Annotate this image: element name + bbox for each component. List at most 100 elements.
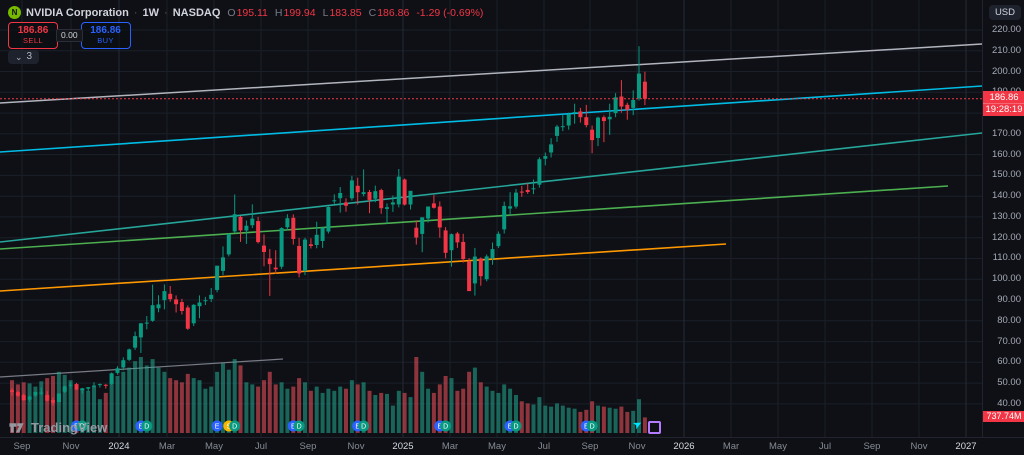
event-marker-D[interactable]: D: [358, 420, 370, 432]
time-tick: Jul: [818, 441, 832, 452]
svg-text:E: E: [215, 424, 220, 431]
price-tick: 70.00: [997, 336, 1021, 347]
tradingview-logo-text: TradingView: [31, 420, 108, 435]
volume-bars: [10, 357, 647, 433]
trade-panel: 186.86 SELL 0.00 186.86 BUY: [8, 22, 131, 49]
price-tick: 170.00: [991, 128, 1021, 139]
exchange-label: NASDAQ: [172, 6, 221, 19]
buy-button[interactable]: 186.86 BUY: [80, 22, 131, 49]
time-tick: Jul: [254, 441, 268, 452]
svg-text:S: S: [226, 424, 231, 431]
symbol-title[interactable]: NVIDIA Corporation: [26, 6, 129, 19]
svg-text:E: E: [74, 424, 79, 431]
price-tick: 210.00: [991, 45, 1021, 56]
volume-value-label: 737.74M: [983, 411, 1024, 422]
time-tick: Nov: [62, 441, 80, 452]
svg-text:E: E: [508, 424, 513, 431]
tradingview-logo[interactable]: TradingView: [8, 419, 107, 436]
price-tick: 150.00: [991, 169, 1021, 180]
open-value: O 195.11: [227, 6, 268, 19]
time-tick: Mar: [722, 441, 740, 452]
time-tick: Jul: [537, 441, 551, 452]
event-marker-D[interactable]: D: [229, 420, 241, 432]
close-value: C 186.86: [368, 6, 410, 19]
price-axis[interactable]: USD 186.86 19:28:19 737.74M 220.00 210.00…: [982, 0, 1024, 437]
svg-text:D: D: [297, 424, 302, 431]
trendline-green[interactable]: [0, 185, 949, 250]
svg-text:D: D: [513, 424, 518, 431]
separator: ·: [133, 6, 138, 19]
time-tick: Mar: [158, 441, 176, 452]
current-price-value: 186.86: [989, 92, 1019, 103]
trendline-orange[interactable]: [0, 243, 727, 292]
event-marker-D[interactable]: D: [586, 420, 598, 432]
time-tick: May: [488, 441, 506, 452]
time-tick: May: [205, 441, 223, 452]
event-marker-D[interactable]: D: [440, 420, 452, 432]
time-tick-year: 2024: [108, 441, 130, 452]
tradingview-logo-icon: [9, 423, 24, 433]
svg-text:D: D: [443, 424, 448, 431]
bar-countdown: 19:28:19: [983, 103, 1024, 115]
event-marker-D[interactable]: D: [76, 420, 88, 432]
time-tick: Nov: [910, 441, 928, 452]
time-tick: Nov: [347, 441, 365, 452]
svg-text:D: D: [232, 424, 237, 431]
price-tick: 120.00: [991, 232, 1021, 243]
trendline-cyan[interactable]: [0, 85, 982, 153]
price-tick: 90.00: [997, 294, 1021, 305]
trendline-teal[interactable]: [0, 132, 982, 243]
objects-count-badge[interactable]: ⌄ 3: [8, 50, 40, 64]
price-tick: 100.00: [991, 273, 1021, 284]
svg-text:E: E: [437, 424, 442, 431]
spread-value: 0.00: [56, 29, 83, 42]
svg-text:D: D: [590, 424, 595, 431]
price-tick: 200.00: [991, 66, 1021, 77]
event-marker-D[interactable]: D: [510, 420, 522, 432]
candles: [10, 46, 647, 406]
low-value: L 183.85: [322, 6, 362, 19]
svg-text:E: E: [291, 424, 296, 431]
objects-count: 3: [26, 51, 33, 62]
change-label: -1.29 (-0.69%): [416, 6, 484, 19]
price-tick: 220.00: [991, 24, 1021, 35]
time-tick-year: 2025: [392, 441, 414, 452]
event-marker-D[interactable]: D: [293, 420, 305, 432]
time-tick-year: 2027: [955, 441, 977, 452]
nvidia-logo-icon: N: [8, 6, 21, 19]
price-tick: 50.00: [997, 377, 1021, 388]
current-price-label: 186.86 19:28:19: [983, 91, 1024, 116]
time-tick: Nov: [628, 441, 646, 452]
price-tick: 60.00: [997, 356, 1021, 367]
svg-text:D: D: [80, 424, 85, 431]
svg-text:E: E: [139, 424, 144, 431]
time-tick: Mar: [441, 441, 459, 452]
svg-text:E: E: [355, 424, 360, 431]
currency-button[interactable]: USD: [988, 5, 1021, 20]
interval-label[interactable]: 1W: [142, 6, 160, 19]
time-tick: Sep: [581, 441, 599, 452]
chevron-down-icon: ⌄: [15, 51, 23, 62]
trendline-upper-gray[interactable]: [0, 43, 982, 104]
drawing-anchor-icon[interactable]: [648, 421, 661, 434]
sell-button[interactable]: 186.86 SELL: [8, 22, 58, 49]
time-tick: Sep: [299, 441, 317, 452]
svg-text:D: D: [144, 424, 149, 431]
svg-text:D: D: [361, 424, 366, 431]
price-tick: 80.00: [997, 315, 1021, 326]
time-tick: May: [769, 441, 787, 452]
high-value: H 199.94: [274, 6, 316, 19]
price-tick: 140.00: [991, 190, 1021, 201]
event-marker-D[interactable]: D: [141, 420, 153, 432]
event-marker-E[interactable]: E: [211, 420, 223, 432]
time-tick-year: 2026: [673, 441, 695, 452]
time-tick: Sep: [13, 441, 31, 452]
time-axis[interactable]: Sep Nov 2024 Mar May Jul Sep Nov 2025 Mar May Jul Se…: [0, 437, 1024, 455]
separator: ·: [164, 6, 168, 19]
time-tick: Sep: [863, 441, 881, 452]
symbol-legend: N NVIDIA Corporation · 1W · NASDAQ O 195.…: [8, 6, 483, 19]
svg-text:E: E: [584, 424, 589, 431]
